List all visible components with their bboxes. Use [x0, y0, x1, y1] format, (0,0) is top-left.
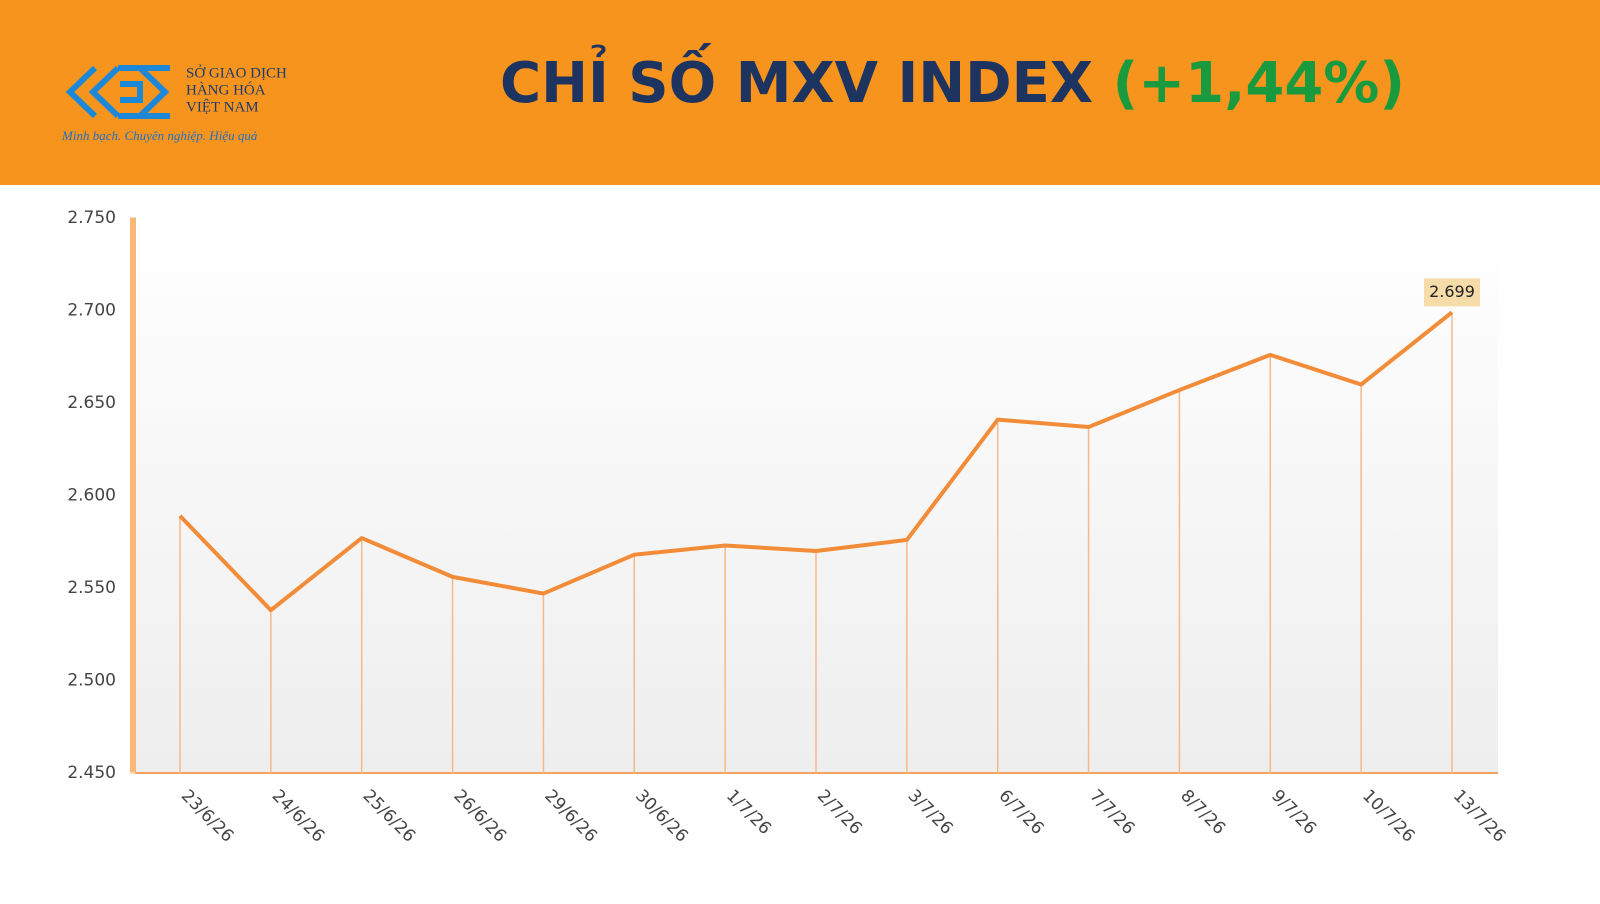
x-tick-label: 10/7/26: [1358, 786, 1418, 846]
x-tick-label: 13/7/26: [1449, 786, 1509, 846]
y-tick-label: 2.550: [67, 578, 116, 598]
header-band: [0, 0, 1600, 185]
x-tick-label: 24/6/26: [268, 786, 328, 846]
value-label-box: [1424, 278, 1480, 307]
y-tick-label: 2.450: [67, 763, 116, 783]
x-tick-label: 8/7/26: [1176, 786, 1229, 839]
title-main: CHỈ SỐ MXV INDEX: [500, 44, 1093, 116]
title-change: (+1,44%): [1113, 51, 1405, 116]
x-tick-label: 29/6/26: [540, 786, 600, 846]
logo-text: VIỆT NAM: [186, 98, 259, 115]
x-tick-label: 7/7/26: [1086, 786, 1139, 839]
logo-tagline: Minh bạch. Chuyên nghiệp. Hiệu quả: [61, 128, 258, 143]
y-tick-label: 2.650: [67, 393, 116, 413]
logo-mark: [65, 65, 170, 119]
x-tick-label: 1/7/26: [722, 786, 775, 839]
x-tick-label: 25/6/26: [359, 786, 419, 846]
title: CHỈ SỐ MXV INDEX (+1,44%): [500, 44, 1405, 116]
y-tick-label: 2.500: [67, 671, 116, 691]
logo-text: SỞ GIAO DỊCH: [186, 64, 287, 81]
y-tick-label: 2.600: [67, 486, 116, 506]
x-tick-label: 23/6/26: [177, 786, 237, 846]
x-tick-label: 26/6/26: [450, 786, 510, 846]
logo-text: HÀNG HÓA: [186, 81, 266, 98]
x-tick-label: 6/7/26: [995, 786, 1048, 839]
index-line: [178, 310, 1454, 613]
value-label: 2.699: [1429, 282, 1475, 301]
x-tick-label: 2/7/26: [813, 786, 866, 839]
y-tick-label: 2.700: [67, 301, 116, 321]
y-tick-label: 2.750: [67, 208, 116, 228]
x-tick-label: 30/6/26: [631, 786, 691, 846]
x-tick-label: 3/7/26: [904, 786, 957, 839]
x-tick-label: 9/7/26: [1267, 786, 1320, 839]
